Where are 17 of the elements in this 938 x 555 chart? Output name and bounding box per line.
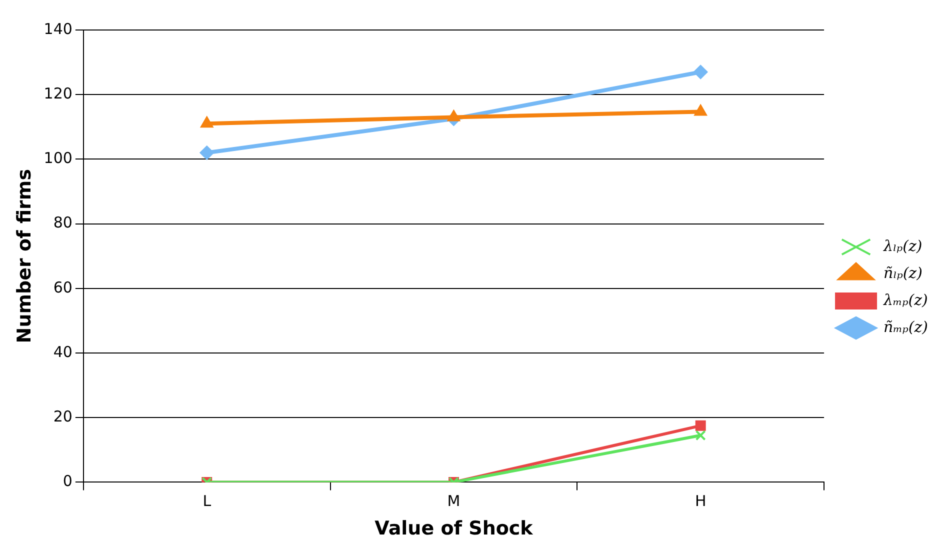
- y-tick-label: 0: [62, 472, 72, 490]
- y-tick-label: 40: [53, 342, 72, 361]
- x-tick-label: H: [694, 492, 706, 510]
- legend-label: λₘₚ(z): [882, 290, 928, 309]
- x-axis-title: Value of Shock: [374, 518, 534, 540]
- legend-label: λₗₚ(z): [882, 236, 922, 255]
- y-axis-title: Number of firms: [13, 169, 36, 344]
- y-tick-label: 20: [53, 407, 72, 426]
- y-tick-label: 140: [44, 20, 72, 38]
- x-tick-label: L: [202, 492, 212, 510]
- y-tick-label: 120: [44, 84, 72, 102]
- legend-label: ñₗₚ(z): [884, 264, 923, 282]
- x-tick-label: M: [447, 492, 460, 510]
- y-tick-label: 100: [44, 149, 72, 168]
- y-tick-label: 60: [53, 278, 72, 296]
- y-tick-label: 80: [53, 214, 72, 232]
- legend-label: ñₘₚ(z): [884, 318, 928, 336]
